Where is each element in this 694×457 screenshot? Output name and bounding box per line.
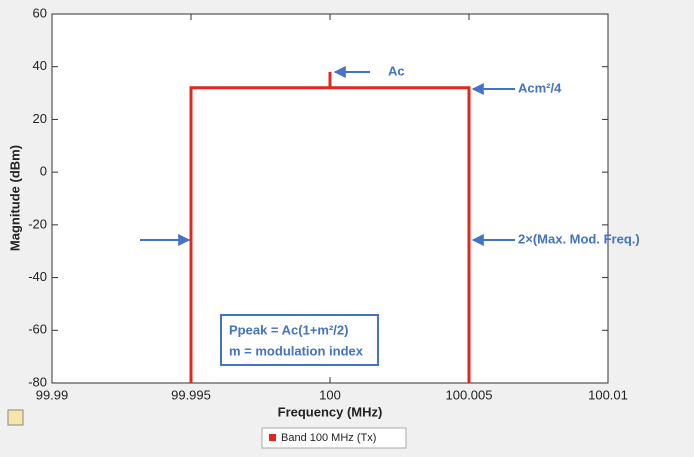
x-tick-label: 99.995 <box>171 387 211 402</box>
x-tick-label: 100.01 <box>588 387 628 402</box>
legend-swatch <box>269 434 276 441</box>
annotation-box <box>220 314 379 366</box>
annotation: Acm²/4 <box>518 80 562 95</box>
annotation: 2×(Max. Mod. Freq.) <box>518 231 640 246</box>
y-tick-label: -40 <box>28 269 47 284</box>
y-tick-label: 60 <box>33 5 47 20</box>
annotation: Ppeak = Ac(1+m²/2) <box>229 322 348 337</box>
y-tick-label: 20 <box>33 111 47 126</box>
y-tick-label: -60 <box>28 322 47 337</box>
annotation: Ac <box>388 63 405 78</box>
legend-label: Band 100 MHz (Tx) <box>281 432 376 444</box>
x-tick-label: 100.005 <box>446 387 493 402</box>
y-tick-label: -80 <box>28 374 47 389</box>
annotation: m = modulation index <box>229 343 364 358</box>
x-axis-label: Frequency (MHz) <box>278 404 383 419</box>
y-tick-label: 40 <box>33 58 47 73</box>
toolbar-icon[interactable] <box>7 409 24 426</box>
x-tick-label: 99.99 <box>36 387 69 402</box>
x-tick-label: 100 <box>319 387 341 402</box>
y-tick-label: 0 <box>40 164 47 179</box>
series-line <box>189 71 471 383</box>
y-axis-label: Magnitude (dBm) <box>7 145 22 251</box>
y-tick-label: -20 <box>28 216 47 231</box>
legend <box>261 427 407 449</box>
